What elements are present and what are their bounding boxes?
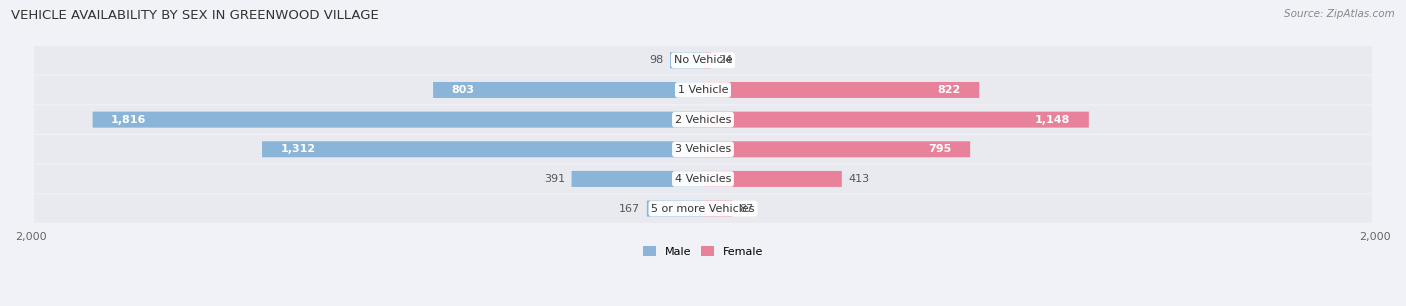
FancyBboxPatch shape	[34, 135, 1372, 163]
Text: 2 Vehicles: 2 Vehicles	[675, 115, 731, 125]
FancyBboxPatch shape	[433, 82, 703, 98]
FancyBboxPatch shape	[703, 200, 733, 217]
FancyBboxPatch shape	[703, 52, 711, 68]
Text: 4 Vehicles: 4 Vehicles	[675, 174, 731, 184]
FancyBboxPatch shape	[34, 46, 1372, 75]
FancyBboxPatch shape	[671, 52, 703, 68]
Text: 24: 24	[718, 55, 733, 65]
Text: 1 Vehicle: 1 Vehicle	[678, 85, 728, 95]
Text: VEHICLE AVAILABILITY BY SEX IN GREENWOOD VILLAGE: VEHICLE AVAILABILITY BY SEX IN GREENWOOD…	[11, 9, 380, 22]
Text: Source: ZipAtlas.com: Source: ZipAtlas.com	[1284, 9, 1395, 19]
Text: 98: 98	[650, 55, 664, 65]
FancyBboxPatch shape	[34, 76, 1372, 104]
Legend: Male, Female: Male, Female	[638, 241, 768, 261]
FancyBboxPatch shape	[34, 105, 1372, 134]
FancyBboxPatch shape	[703, 141, 970, 157]
FancyBboxPatch shape	[572, 171, 703, 187]
FancyBboxPatch shape	[703, 112, 1088, 128]
Text: 167: 167	[619, 203, 640, 214]
FancyBboxPatch shape	[93, 112, 703, 128]
Text: 795: 795	[928, 144, 952, 154]
Text: 1,312: 1,312	[281, 144, 316, 154]
Text: 3 Vehicles: 3 Vehicles	[675, 144, 731, 154]
Text: 1,816: 1,816	[111, 115, 146, 125]
Text: 391: 391	[544, 174, 565, 184]
Text: No Vehicle: No Vehicle	[673, 55, 733, 65]
FancyBboxPatch shape	[703, 171, 842, 187]
Text: 413: 413	[849, 174, 870, 184]
FancyBboxPatch shape	[34, 165, 1372, 193]
FancyBboxPatch shape	[703, 82, 979, 98]
Text: 822: 822	[938, 85, 960, 95]
FancyBboxPatch shape	[647, 200, 703, 217]
FancyBboxPatch shape	[34, 194, 1372, 223]
Text: 1,148: 1,148	[1035, 115, 1070, 125]
Text: 87: 87	[740, 203, 754, 214]
FancyBboxPatch shape	[262, 141, 703, 157]
Text: 5 or more Vehicles: 5 or more Vehicles	[651, 203, 755, 214]
Text: 803: 803	[451, 85, 475, 95]
